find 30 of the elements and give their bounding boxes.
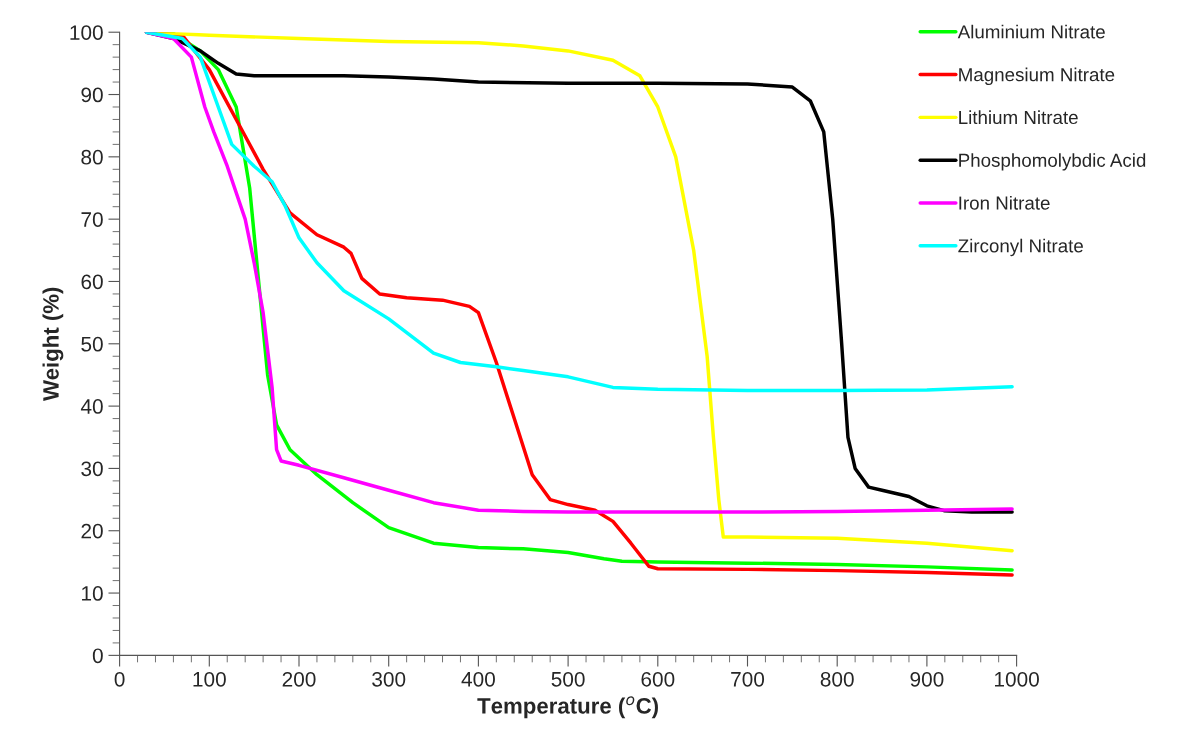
legend-label: Aluminium Nitrate [957, 24, 1105, 39]
x-axis-title: Temperature ($^{o}$C) [477, 696, 658, 719]
x-tick-label: 300 [372, 671, 406, 687]
x-tick-label: 500 [551, 671, 585, 687]
x-tick-label: 900 [910, 671, 944, 687]
x-tick-label: 0 [114, 671, 125, 687]
x-tick-label: 100 [193, 671, 226, 687]
legend-label: Iron Nitrate [959, 195, 1050, 210]
y-tick-label: 0 [92, 648, 103, 664]
y-axis-title: Weight (%) [42, 287, 64, 401]
legend-label: Magnesium Nitrate [959, 67, 1115, 86]
y-tick-label: 70 [81, 212, 103, 227]
legend-label: Zirconyl Nitrate [958, 238, 1083, 257]
y-tick-label: 50 [81, 336, 103, 352]
legend-label: Phosphomolybdic Acid [959, 153, 1146, 171]
x-tick-label: 400 [461, 671, 495, 687]
x-tick-label: 600 [641, 671, 675, 687]
y-tick-label: 30 [81, 461, 103, 477]
x-tick-label: 1000 [995, 671, 1039, 687]
y-tick-label: 90 [81, 87, 103, 103]
y-tick-label: 10 [82, 586, 103, 601]
y-tick-label: 40 [80, 399, 103, 414]
y-tick-label: 60 [81, 274, 103, 290]
legend-label: Lithium Nitrate [959, 110, 1078, 125]
x-tick-label: 200 [282, 671, 316, 687]
y-tick-label: 80 [81, 149, 103, 165]
y-tick-label: 20 [81, 523, 103, 539]
x-tick-label: 700 [731, 671, 765, 687]
y-tick-label: 100 [70, 25, 103, 40]
x-tick-label: 800 [820, 671, 854, 687]
